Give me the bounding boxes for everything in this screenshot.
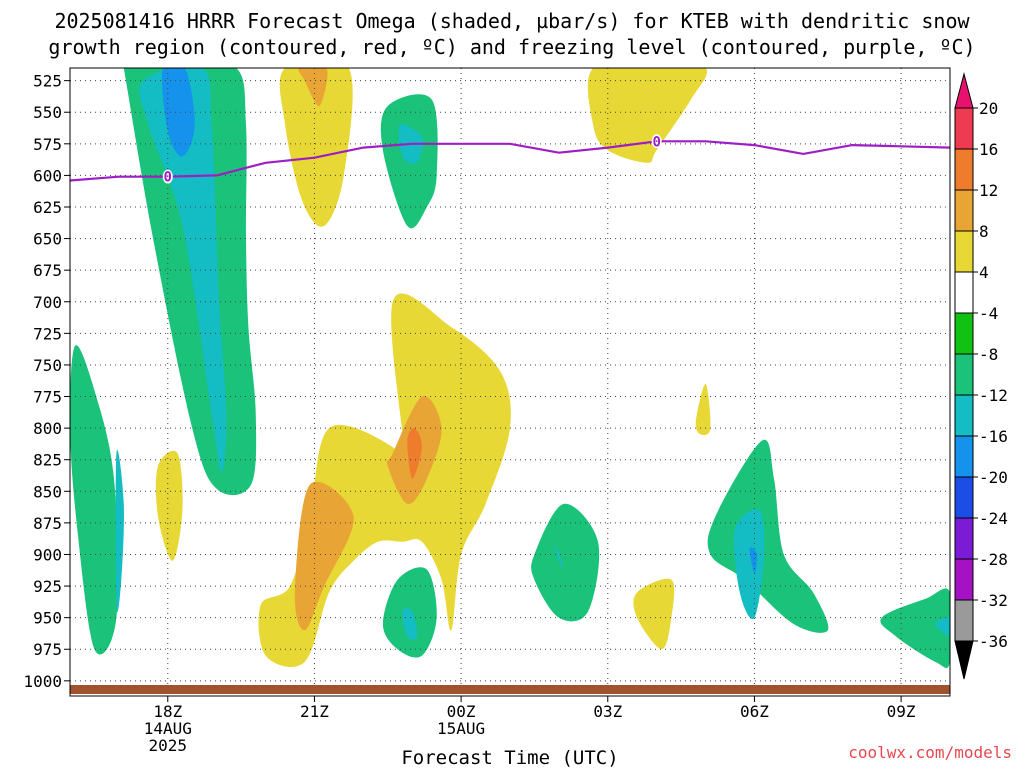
omega-region bbox=[633, 578, 675, 650]
x-tick-label: 18Z bbox=[153, 702, 182, 721]
omega-region bbox=[587, 68, 707, 163]
omega-region bbox=[161, 68, 195, 157]
x-tick-label: 14AUG bbox=[144, 719, 192, 738]
omega-region bbox=[402, 608, 418, 640]
colorbar-segment bbox=[954, 271, 974, 314]
y-tick-label: 925 bbox=[33, 577, 62, 596]
x-tick-label: 09Z bbox=[887, 702, 916, 721]
ground-surface bbox=[70, 685, 950, 694]
colorbar-top-arrow bbox=[954, 72, 974, 109]
plot-border bbox=[69, 67, 951, 697]
colorbar-segment bbox=[954, 599, 974, 642]
contour-label-bg bbox=[162, 169, 173, 184]
y-tick-label: 975 bbox=[33, 640, 62, 659]
colorbar-segment bbox=[954, 107, 974, 150]
omega-region bbox=[733, 509, 765, 620]
omega-shaded-regions bbox=[70, 68, 950, 669]
omega-region bbox=[935, 617, 950, 637]
omega-region bbox=[115, 449, 124, 613]
y-tick-label: 825 bbox=[33, 451, 62, 470]
chart-title-line2: growth region (contoured, red, ºC) and f… bbox=[48, 35, 975, 59]
omega-region bbox=[70, 345, 119, 655]
contour-label-bg bbox=[651, 134, 662, 149]
y-tick-label: 600 bbox=[33, 166, 62, 185]
colorbar-label: 8 bbox=[979, 222, 989, 241]
colorbar-segment bbox=[954, 353, 974, 396]
colorbar-label: -24 bbox=[979, 509, 1008, 528]
y-tick-label: 950 bbox=[33, 609, 62, 628]
y-tick-label: 525 bbox=[33, 72, 62, 91]
colorbar-label: -32 bbox=[979, 591, 1008, 610]
colorbar-segment bbox=[954, 435, 974, 478]
y-tick-label: 875 bbox=[33, 514, 62, 533]
y-tick-label: 1000 bbox=[23, 672, 62, 691]
y-axis-ticks: 525 550 575 600 625 650 675 700 725 750 775 800 825 8… bbox=[23, 72, 70, 691]
y-tick-label: 625 bbox=[33, 198, 62, 217]
chart-title-line1: 2025081416 HRRR Forecast Omega (shaded, … bbox=[54, 9, 970, 33]
omega-region bbox=[749, 547, 758, 574]
colorbar-label: 16 bbox=[979, 140, 998, 159]
colorbar-segment bbox=[954, 394, 974, 437]
y-tick-label: 700 bbox=[33, 293, 62, 312]
x-tick-label: 00Z bbox=[447, 702, 476, 721]
y-tick-label: 675 bbox=[33, 261, 62, 280]
y-tick-label: 650 bbox=[33, 230, 62, 249]
omega-region bbox=[695, 383, 711, 436]
freezing-level-label: 0 bbox=[652, 134, 660, 150]
omega-region bbox=[294, 481, 354, 631]
omega-region bbox=[531, 503, 600, 622]
colorbar-segment bbox=[954, 148, 974, 191]
colorbar-label: -12 bbox=[979, 386, 1008, 405]
x-tick-label: 03Z bbox=[593, 702, 622, 721]
colorbar: 20 16 12 8 4 -4 -8 -12 -16 -20 -24 -28 -32 -36 bbox=[954, 72, 1008, 680]
y-tick-label: 900 bbox=[33, 545, 62, 564]
omega-region bbox=[707, 439, 829, 633]
colorbar-segment bbox=[954, 230, 974, 273]
y-tick-label: 775 bbox=[33, 388, 62, 407]
freezing-level-line bbox=[69, 140, 951, 182]
omega-region bbox=[553, 541, 564, 569]
omega-region bbox=[298, 68, 328, 106]
x-tick-label: 06Z bbox=[740, 702, 769, 721]
y-tick-label: 800 bbox=[33, 419, 62, 438]
colorbar-segment bbox=[954, 517, 974, 560]
y-tick-label: 750 bbox=[33, 356, 62, 375]
omega-region bbox=[880, 588, 950, 669]
freezing-level-label: 0 bbox=[164, 170, 172, 186]
colorbar-label: -8 bbox=[979, 345, 998, 364]
x-tick-label: 21Z bbox=[300, 702, 329, 721]
x-tick-label: 15AUG bbox=[437, 719, 485, 738]
y-tick-label: 575 bbox=[33, 135, 62, 154]
colorbar-label: -4 bbox=[979, 304, 998, 323]
colorbar-segment bbox=[954, 189, 974, 232]
freezing-level-contour: 00 bbox=[69, 134, 951, 186]
x-tick-label: 2025 bbox=[149, 736, 188, 755]
credit-text: coolwx.com/models bbox=[848, 743, 1012, 762]
colorbar-segment bbox=[954, 312, 974, 355]
colorbar-label: 20 bbox=[979, 99, 998, 118]
plot-area: 00 bbox=[69, 67, 951, 697]
omega-region bbox=[279, 68, 353, 227]
omega-region bbox=[407, 427, 423, 479]
colorbar-label: 4 bbox=[979, 263, 989, 282]
colorbar-label: -28 bbox=[979, 550, 1008, 569]
y-tick-label: 550 bbox=[33, 103, 62, 122]
omega-region bbox=[155, 450, 183, 561]
colorbar-label: -16 bbox=[979, 427, 1008, 446]
colorbar-segment bbox=[954, 558, 974, 601]
y-tick-label: 850 bbox=[33, 482, 62, 501]
colorbar-bottom-arrow bbox=[954, 640, 974, 680]
omega-region bbox=[139, 68, 227, 473]
colorbar-label: -20 bbox=[979, 468, 1008, 487]
colorbar-segment bbox=[954, 476, 974, 519]
x-axis-label: Forecast Time (UTC) bbox=[401, 747, 618, 768]
y-tick-label: 725 bbox=[33, 324, 62, 343]
colorbar-label: -36 bbox=[979, 632, 1008, 651]
colorbar-label: 12 bbox=[979, 181, 998, 200]
